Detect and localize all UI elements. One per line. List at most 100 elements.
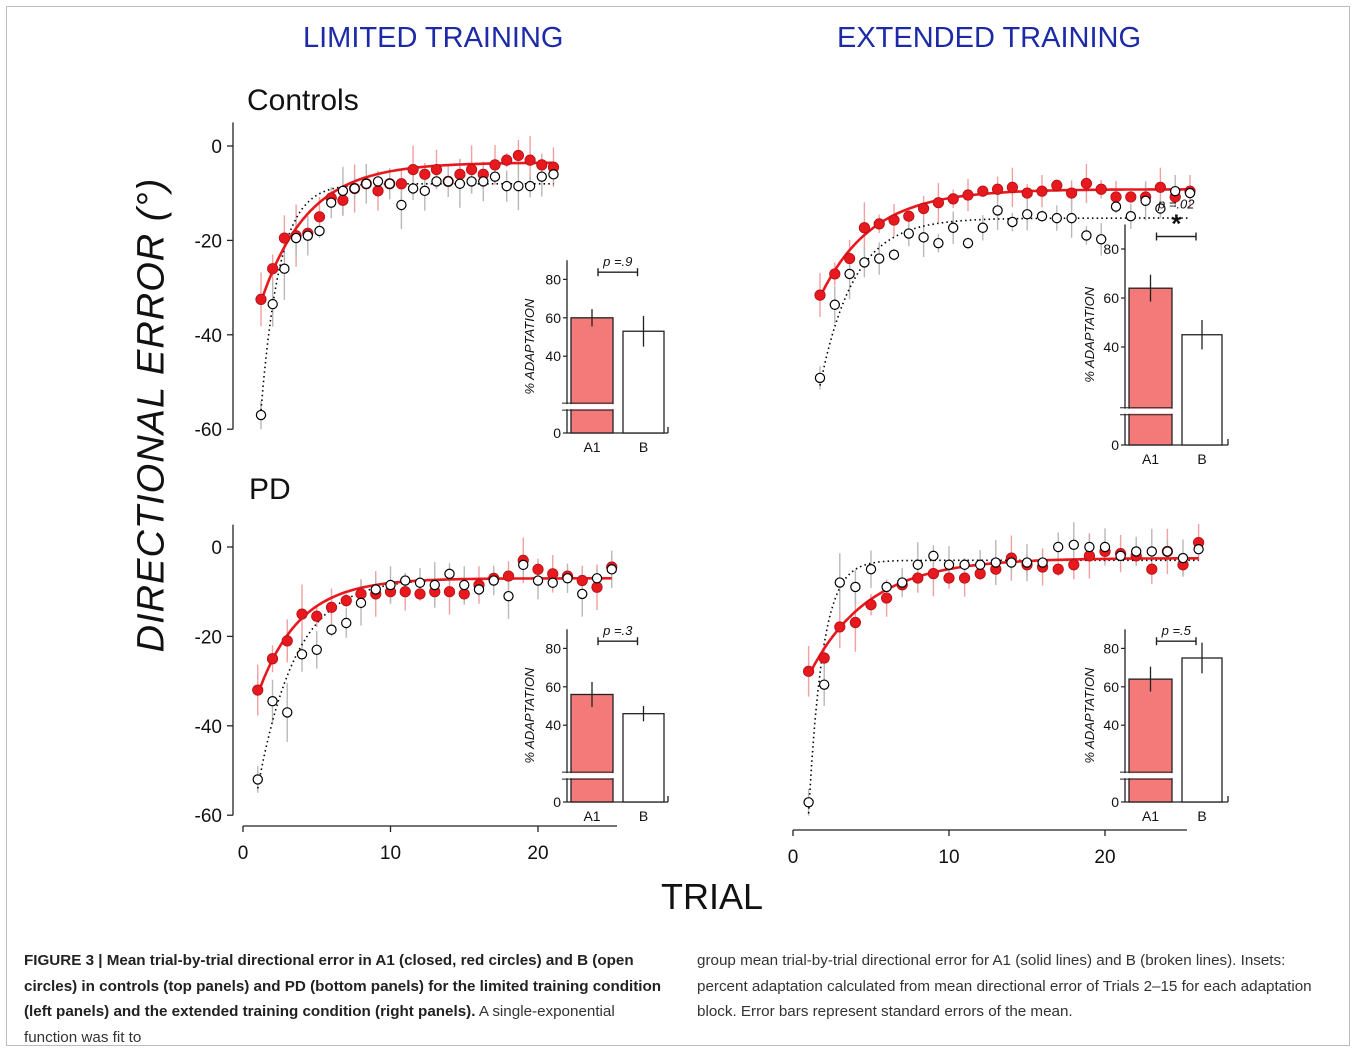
limited-pd-a1-point bbox=[547, 568, 559, 580]
limited-controls-a1-point bbox=[465, 164, 478, 176]
extended-controls-b-point bbox=[992, 205, 1003, 216]
extended-pd-b-point bbox=[1006, 557, 1017, 568]
limited-pd-b-point bbox=[488, 575, 499, 586]
limited-controls-b-point bbox=[489, 171, 501, 182]
limited-pd-inset-y-tick-label: 80 bbox=[545, 640, 561, 656]
extended-pd-a1-point bbox=[865, 599, 877, 611]
x-axis-title: TRIAL bbox=[660, 876, 764, 917]
limited-pd-a1-point bbox=[340, 595, 352, 607]
extended-pd-a1-point bbox=[1083, 550, 1096, 562]
extended-controls-b-point bbox=[874, 253, 885, 264]
limited-pd-b-point bbox=[429, 579, 440, 591]
extended-controls-inset-category-label: B bbox=[1197, 451, 1206, 467]
limited-pd-b-point bbox=[606, 564, 617, 575]
extended-controls-inset-axis-break bbox=[1119, 408, 1174, 414]
limited-pd-b-point bbox=[503, 590, 514, 602]
limited-controls-inset-category-label: A1 bbox=[583, 439, 600, 455]
limited-controls-b-point bbox=[314, 225, 325, 237]
extended-controls-b-point bbox=[962, 237, 974, 249]
extended-controls-b-point bbox=[1169, 185, 1181, 197]
limited-pd-a1-point bbox=[443, 586, 456, 598]
limited-controls-inset-y-label: % ADAPTATION bbox=[522, 298, 537, 394]
extended-controls-a1-point bbox=[873, 218, 885, 230]
limited-controls-a1-point bbox=[255, 293, 267, 305]
extended-pd-b-point bbox=[1193, 544, 1204, 555]
limited-pd-inset-y-tick-label: 0 bbox=[553, 794, 561, 810]
extended-pd-b-point bbox=[850, 581, 861, 593]
limited-pd-a1-point bbox=[576, 574, 588, 587]
limited-pd-b-point bbox=[267, 696, 278, 707]
limited-controls-a1-point bbox=[536, 159, 548, 171]
limited-controls-b-point bbox=[431, 176, 442, 187]
extended-controls-a1-point bbox=[1066, 187, 1078, 199]
limited-controls-a1-point bbox=[337, 194, 349, 206]
extended-pd-b-point bbox=[1177, 552, 1189, 564]
limited-pd-inset-y-label: % ADAPTATION bbox=[522, 667, 537, 763]
limited-pd-x-tick-label: 0 bbox=[238, 843, 249, 864]
limited-controls-inset-category-label: B bbox=[639, 439, 648, 455]
limited-pd-a1-point bbox=[458, 588, 470, 600]
limited-controls-b-point bbox=[396, 199, 407, 211]
extended-controls-b-point bbox=[1007, 216, 1018, 228]
extended-pd-inset-p-value: p =.5 bbox=[1161, 623, 1192, 638]
limited-controls-a1-point bbox=[267, 263, 279, 275]
limited-pd-b-point bbox=[562, 573, 573, 584]
limited-pd-y-tick-label: 0 bbox=[211, 538, 222, 559]
limited-pd-b-point bbox=[252, 774, 263, 785]
extended-pd-inset-y-tick-label: 60 bbox=[1103, 679, 1119, 695]
limited-controls-inset-y-tick-label: 40 bbox=[545, 348, 561, 364]
limited-controls-a1-point bbox=[395, 178, 407, 190]
extended-pd-b-point bbox=[943, 559, 955, 570]
limited-controls-a1-point bbox=[430, 164, 443, 176]
extended-controls-a1-point bbox=[1110, 191, 1122, 203]
extended-pd-inset-category-label: B bbox=[1197, 808, 1206, 824]
limited-pd-inset-y-tick-label: 40 bbox=[545, 717, 561, 733]
limited-pd-b-point bbox=[444, 568, 455, 580]
extended-controls-b-point bbox=[1155, 203, 1166, 214]
extended-pd-b-point bbox=[1037, 557, 1048, 568]
extended-pd-b-point bbox=[1146, 546, 1158, 557]
limited-pd-b-point bbox=[341, 617, 352, 629]
extended-controls-b-point bbox=[1021, 209, 1033, 220]
limited-controls-y-tick-label: -60 bbox=[195, 420, 222, 441]
limited-pd-b-point bbox=[577, 588, 588, 600]
limited-controls-b-point bbox=[372, 176, 384, 187]
limited-pd-a1-point bbox=[355, 588, 367, 600]
extended-controls-a1-point bbox=[858, 222, 871, 234]
extended-pd-inset-y-tick-label: 80 bbox=[1103, 640, 1119, 656]
extended-controls-b-point bbox=[829, 299, 841, 310]
extended-controls-a1-point bbox=[843, 252, 856, 265]
limited-controls-a1-point bbox=[372, 185, 384, 197]
limited-controls-b-point bbox=[548, 169, 559, 180]
limited-pd-b-point bbox=[473, 584, 485, 595]
limited-pd-b-point bbox=[547, 577, 558, 588]
limited-controls-b-point bbox=[337, 185, 349, 197]
limited-pd-b-point bbox=[282, 707, 293, 718]
extended-controls-inset-p-value: p =.02 bbox=[1157, 197, 1195, 212]
extended-controls-b-point bbox=[1081, 230, 1092, 241]
extended-controls-b-fit-line bbox=[819, 217, 1190, 386]
limited-pd-b-point bbox=[414, 577, 426, 588]
limited-pd-inset-bar-a1 bbox=[570, 693, 614, 803]
limited-pd-b-point bbox=[400, 575, 411, 586]
limited-pd-inset-category-label: A1 bbox=[583, 808, 600, 824]
extended-controls-a1-point bbox=[917, 202, 930, 215]
limited-pd-x-tick-label: 20 bbox=[527, 843, 548, 864]
extended-controls-b-point bbox=[1051, 212, 1063, 224]
extended-pd-b-point bbox=[865, 564, 877, 575]
extended-pd-b-point bbox=[1115, 550, 1126, 562]
extended-controls-inset-bar-a1 bbox=[1128, 287, 1173, 446]
limited-pd-a1-point bbox=[502, 570, 515, 582]
limited-pd-b-point bbox=[385, 579, 396, 591]
limited-pd-inset-category-label: B bbox=[639, 808, 648, 824]
extended-pd-b-point bbox=[959, 559, 970, 570]
limited-controls-b-point bbox=[478, 176, 489, 187]
limited-controls-b-point bbox=[279, 263, 290, 274]
extended-controls-a1-point bbox=[977, 185, 989, 197]
extended-controls-a1-fit-line bbox=[818, 188, 1190, 298]
limited-controls-b-point bbox=[326, 197, 337, 208]
limited-pd-b-point bbox=[326, 624, 337, 635]
limited-pd-b-point bbox=[591, 573, 603, 584]
limited-pd-y-tick-label: -40 bbox=[195, 717, 222, 738]
limited-controls-b-point bbox=[419, 185, 430, 197]
